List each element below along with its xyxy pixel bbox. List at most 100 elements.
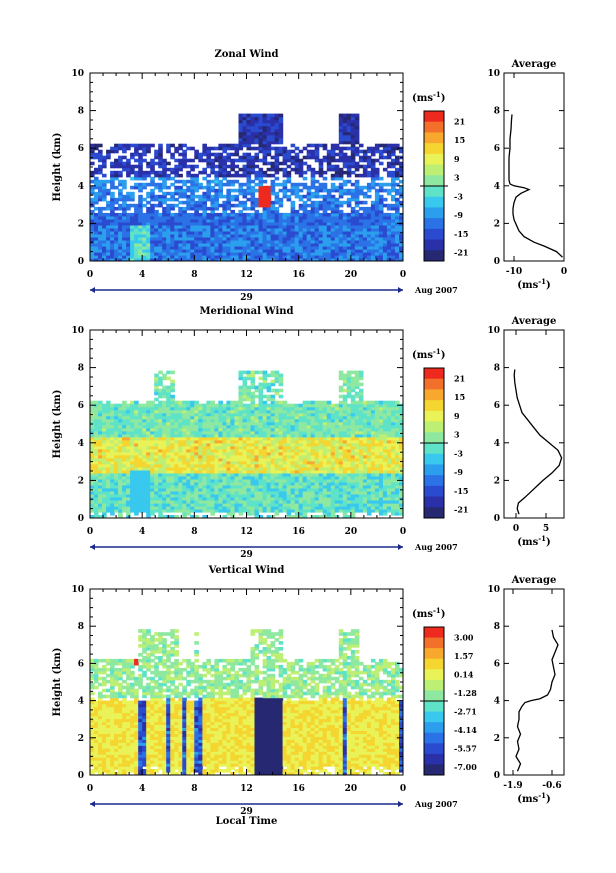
meridional-cell [238,469,244,474]
zonal-cell [94,258,99,261]
zonal-cell [214,233,219,238]
meridional-cell [250,403,256,408]
meridional-cell [190,487,195,492]
meridional-cell [250,457,256,462]
zonal-cell [338,131,344,136]
meridional-cell [114,448,119,453]
zonal-cell [174,252,179,256]
meridional-cell [102,457,107,462]
meridional-cell [270,373,276,378]
zonal-cell [362,233,368,238]
meridional-cell [102,460,107,465]
zonal-cell [334,170,340,175]
meridional-cell [270,421,276,426]
meridional-cell [178,503,183,507]
zonal-cell [370,249,376,253]
meridional-cell [250,475,256,480]
meridional-cell [310,463,316,468]
zonal-cell [170,239,175,244]
meridional-cell [102,427,107,432]
zonal-cell [270,113,276,118]
zonal-cell [150,243,155,247]
meridional-cell [230,454,235,459]
meridional-cell [258,469,264,474]
zonal-cell [346,249,352,253]
zonal-cell [306,236,312,241]
zonal-cell [338,176,344,181]
zonal-cell [118,252,123,256]
meridional-cell [98,503,103,507]
zonal-cell [222,246,227,250]
zonal-cell [266,188,272,193]
zonal-cell [154,233,159,238]
zonal-cell [262,249,268,253]
meridional-cell [234,412,240,417]
zonal-cell [342,218,348,223]
zonal-cell [354,233,360,238]
meridional-cell [214,448,219,453]
meridional-cell [142,493,147,498]
zonal-cell [206,191,211,196]
meridional-cell [130,442,135,447]
meridional-cell [102,442,107,447]
meridional-cell [254,457,260,462]
meridional-cell [90,448,95,453]
zonal-cell [338,158,344,163]
meridional-cell [146,409,151,414]
zonal-cell [154,170,159,175]
meridional-cell [170,487,175,492]
zonal-cell [186,227,191,232]
meridional-cell [106,451,111,456]
zonal-cell [310,155,316,160]
zonal-cell [222,167,227,172]
zonal-cell [286,173,292,178]
meridional-cell [134,442,139,447]
zonal-cell [202,203,207,208]
zonal-cell [350,194,356,199]
meridional-cell [186,406,191,411]
meridional-cell [162,481,167,486]
meridional-cell [242,454,248,459]
meridional-cell [194,466,199,471]
meridional-cell [134,478,139,483]
meridional-cell [306,481,312,486]
meridional-cell [246,493,252,498]
meridional-cell [90,424,95,429]
meridional-cell [306,490,312,495]
zonal-cell [254,227,260,232]
zonal-cell [170,243,175,247]
meridional-cell [218,472,223,477]
meridional-cell [318,515,324,518]
zonal-cell [178,218,183,223]
meridional-cell [138,500,143,504]
zonal-cell [391,233,396,238]
zonal-cell [282,255,288,259]
meridional-cell [178,409,183,414]
zonal-cell [130,252,135,256]
meridional-cell [154,460,159,465]
zonal-cell [142,224,147,229]
zonal-colorbar-unit-end: ) [441,93,446,104]
meridional-cell [282,457,288,462]
zonal-cell [258,246,264,250]
meridional-cell [130,451,135,456]
zonal-cell [346,191,352,196]
zonal-cell [399,243,403,247]
meridional-cell [254,503,260,507]
zonal-cell [391,197,396,202]
meridional-cell [286,478,292,483]
zonal-cell [178,212,183,217]
zonal-cell [146,149,151,154]
meridional-cell [142,454,147,459]
meridional-cell [254,490,260,495]
zonal-cell [258,185,264,190]
meridional-cell [294,481,300,486]
zonal-cell [386,227,392,232]
zonal-cell [338,230,344,235]
zonal-cell [298,218,304,223]
zonal-cell [210,218,215,223]
meridional-cell [178,469,183,474]
zonal-cell [386,212,392,217]
meridional-cell [262,433,268,438]
meridional-cell [214,503,219,507]
